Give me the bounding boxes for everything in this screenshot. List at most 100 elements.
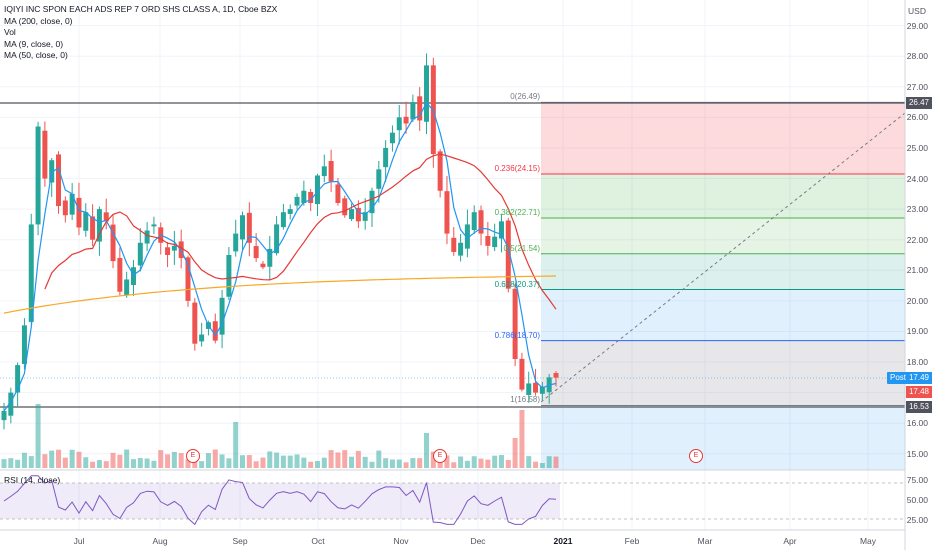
fib-zone [541, 253, 905, 290]
rsi-label[interactable]: RSI (14, close) [4, 475, 61, 485]
volume-bar [410, 458, 416, 468]
volume-bar [165, 454, 171, 468]
price-tick-label: 15.00 [906, 448, 928, 459]
volume-bar [308, 461, 314, 468]
price-tick-label: 27.00 [906, 81, 928, 92]
fib-zone [541, 340, 905, 406]
candle [171, 245, 177, 251]
volume-bar [240, 455, 246, 468]
volume-bar [349, 456, 355, 468]
candle [219, 297, 225, 335]
candle [274, 224, 280, 254]
candle [451, 237, 457, 252]
candle [349, 209, 355, 220]
axes [0, 0, 906, 550]
candle [369, 190, 375, 214]
price-tick-label: 24.00 [906, 173, 928, 184]
volume-bar [219, 454, 225, 468]
earnings-icon[interactable]: E [186, 449, 200, 463]
candle [260, 263, 266, 268]
volume-bar [335, 452, 341, 468]
horizontal-lines [0, 102, 906, 408]
candle [410, 102, 416, 120]
symbol-title[interactable]: IQIYI INC SPON EACH ADS REP 7 ORD SHS CL… [4, 4, 278, 14]
volume-bar [274, 452, 280, 468]
volume-bar [178, 453, 184, 468]
volume-bar [69, 449, 75, 468]
candle [83, 212, 89, 231]
time-tick-label: Oct [311, 536, 325, 546]
candle [165, 247, 171, 255]
volume-bar [458, 456, 464, 468]
indicator-ma200[interactable]: MA (200, close, 0) [4, 15, 73, 26]
candle [294, 196, 300, 206]
volume-bar [321, 457, 327, 468]
candle [492, 236, 498, 248]
volume-bar [424, 433, 430, 468]
candle [553, 373, 559, 378]
close-price-tag: 17.48 [905, 386, 932, 398]
candle [49, 160, 55, 183]
volume-bar [103, 461, 109, 468]
fib-zones [541, 102, 905, 470]
price-tick-label: 16.00 [906, 418, 928, 429]
indicator-legend: IQIYI INC SPON EACH ADS REP 7 ORD SHS CL… [4, 4, 277, 62]
chart-grid [0, 0, 905, 530]
low-price-tag: 16.53 [905, 401, 932, 413]
candle [335, 184, 341, 204]
currency-label[interactable]: USD [908, 6, 926, 16]
volume-bar [110, 452, 116, 468]
candle [21, 325, 27, 365]
volume-bar [383, 458, 389, 468]
price-tick-label: 29.00 [906, 20, 928, 31]
volume-bar [369, 461, 375, 468]
volume-bar [151, 460, 157, 468]
candle [342, 198, 348, 216]
volume-bar [444, 455, 450, 468]
volume-bar [328, 450, 334, 468]
volume-bar [471, 456, 477, 468]
volume-bar [35, 404, 41, 468]
fib-zone [541, 217, 905, 254]
volume-bar [403, 462, 409, 468]
volume-bar [1, 459, 7, 468]
volume-bar [137, 458, 143, 468]
candle [56, 154, 62, 207]
fib-zone [541, 102, 905, 174]
fib-zone [541, 289, 905, 341]
high-price-tag: 26.47 [905, 97, 932, 109]
candle [117, 257, 123, 292]
candle [246, 212, 252, 243]
volume-bar [533, 461, 539, 468]
candle [226, 255, 232, 297]
candle [76, 197, 82, 228]
volume-bar [294, 454, 300, 468]
time-tick-label: Dec [470, 536, 486, 546]
ma200-line [3, 275, 557, 314]
candle [199, 334, 205, 342]
price-tick-label: 18.00 [906, 357, 928, 368]
price-tick-label: 25.00 [906, 142, 928, 153]
indicator-ma9[interactable]: MA (9, close, 0) [4, 38, 64, 49]
candle [267, 248, 273, 267]
price-tick-label: 28.00 [906, 51, 928, 62]
volume-bar [226, 458, 232, 468]
fib-level-label: 0.236(24.15) [494, 163, 540, 173]
candle [505, 220, 511, 289]
fib-level-label: 0.618(20.37) [494, 279, 540, 289]
candle [539, 386, 545, 394]
indicator-ma50[interactable]: MA (50, close, 0) [4, 50, 68, 60]
volume-bar [42, 454, 48, 468]
earnings-icon[interactable]: E [433, 449, 447, 463]
candle [314, 175, 320, 205]
volume-bar [253, 461, 259, 468]
earnings-icon[interactable]: E [689, 449, 703, 463]
volume-bar [539, 462, 545, 468]
volume-bar [124, 449, 130, 468]
price-tick-label: 26.00 [906, 112, 928, 123]
indicator-vol[interactable]: Vol [4, 27, 16, 37]
volume-bar [158, 450, 164, 468]
candle [519, 358, 525, 390]
candle [464, 224, 470, 249]
